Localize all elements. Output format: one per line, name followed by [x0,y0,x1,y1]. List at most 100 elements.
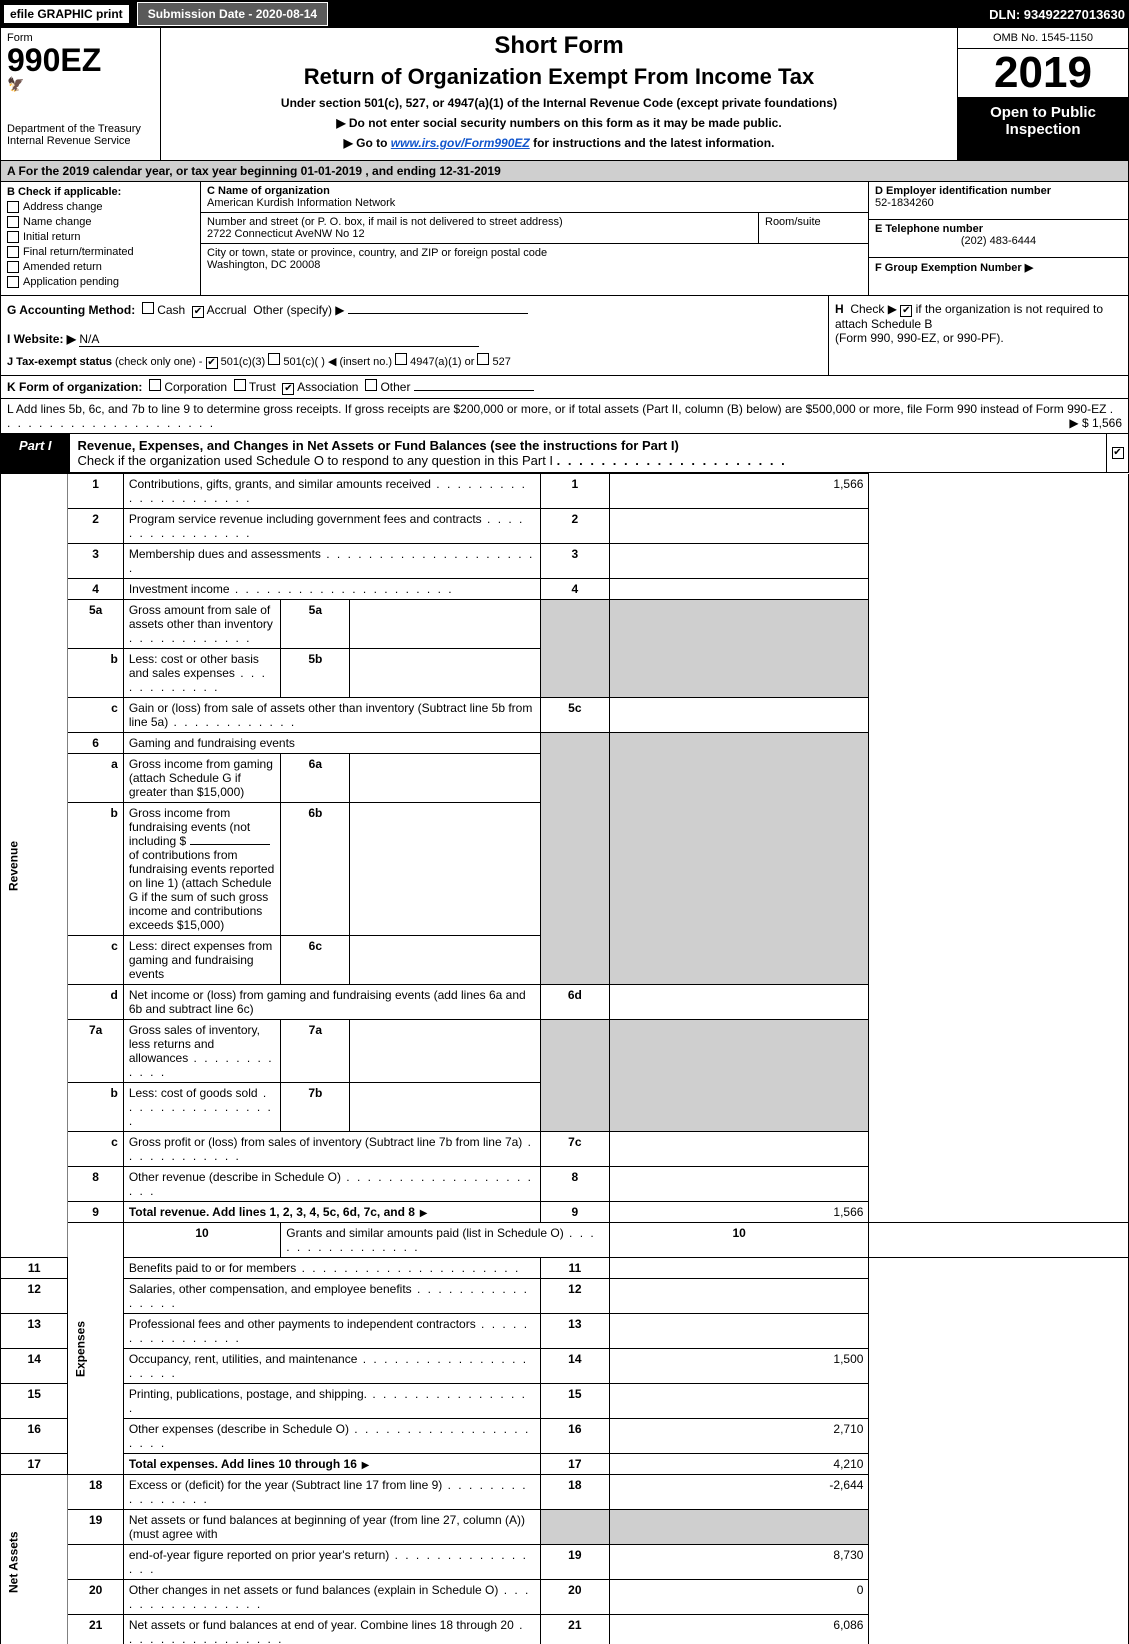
checkbox-name[interactable] [7,216,19,228]
checkbox-4947[interactable] [395,353,407,365]
efile-box[interactable]: efile GRAPHIC print [4,5,129,23]
l15-desc: Printing, publications, postage, and shi… [129,1387,367,1401]
l4-num: 4 [68,579,123,600]
header-mid: Short Form Return of Organization Exempt… [161,28,958,160]
part1-checktext: Check if the organization used Schedule … [78,453,554,468]
sub1: Under section 501(c), 527, or 4947(a)(1)… [167,96,951,110]
irs-label: Internal Revenue Service [7,135,154,147]
row-g: G Accounting Method: Cash Accrual Other … [7,302,822,318]
l2-val [609,509,869,544]
line-6: 6 Gaming and fundraising events [1,733,1129,754]
l6-desc: Gaming and fundraising events [123,733,540,754]
l20-num: 20 [68,1580,123,1615]
l13-val [609,1314,869,1349]
l7b-desc: Less: cost of goods sold [129,1086,258,1100]
part1-title: Revenue, Expenses, and Changes in Net As… [70,434,1106,472]
expenses-label: Expenses [68,1223,123,1475]
l8-val [609,1167,869,1202]
g-other: Other (specify) ▶ [253,303,344,317]
checkbox-corp[interactable] [149,379,161,391]
l7-shade2 [609,1020,869,1132]
checkbox-initial[interactable] [7,231,19,243]
line-16: 16 Other expenses (describe in Schedule … [1,1419,1129,1454]
l5a-sval [350,600,540,649]
l19-endnum: 19 [540,1545,609,1580]
h-text1: Check ▶ [850,302,897,316]
l19-shade1 [540,1510,609,1545]
l19-num: 19 [68,1510,123,1545]
l2-num: 2 [68,509,123,544]
l17-dots [357,1457,371,1471]
l5b-sval [350,649,540,698]
inspect2: Inspection [962,121,1124,138]
l6a-num: a [68,754,123,803]
checkbox-part1[interactable] [1112,447,1124,459]
l10-endnum: 10 [609,1223,869,1258]
line-17: 17 Total expenses. Add lines 10 through … [1,1454,1129,1475]
checkbox-pending[interactable] [7,276,19,288]
l6b-d2: of contributions from fundraising events… [129,848,274,932]
line-5c: c Gain or (loss) from sale of assets oth… [1,698,1129,733]
checkbox-trust[interactable] [234,379,246,391]
irs-link[interactable]: www.irs.gov/Form990EZ [391,136,530,150]
d-label: D Employer identification number [875,185,1122,197]
ghij-left: G Accounting Method: Cash Accrual Other … [1,296,828,375]
l16-endnum: 16 [540,1419,609,1454]
l13-endnum: 13 [540,1314,609,1349]
l6b-desc-cell: Gross income from fundraising events (no… [123,803,280,936]
l5b-num: b [68,649,123,698]
l21-num: 21 [68,1615,123,1644]
e-value: (202) 483-6444 [875,235,1122,247]
checkbox-501c[interactable] [268,353,280,365]
k-assoc: Association [297,380,358,394]
k-corp: Corporation [164,380,227,394]
line-8: 8 Other revenue (describe in Schedule O)… [1,1167,1129,1202]
l5a-sn: 5a [281,600,350,649]
checkbox-assoc[interactable] [282,383,294,395]
l2-desc: Program service revenue including govern… [129,512,482,526]
l19-d2: end-of-year figure reported on prior yea… [129,1548,389,1562]
checkbox-other[interactable] [365,379,377,391]
f-label: F Group Exemption Number ▶ [875,261,1122,274]
l11-endnum: 11 [540,1258,609,1279]
k-other-input[interactable] [414,390,534,391]
checkbox-addr[interactable] [7,201,19,213]
netassets-label: Net Assets [1,1475,68,1644]
l19b-num [68,1545,123,1580]
l-text: L Add lines 5b, 6c, and 7b to line 9 to … [7,402,1106,416]
city-value: Washington, DC 20008 [207,259,862,271]
l21-endnum: 21 [540,1615,609,1644]
line-12: 12 Salaries, other compensation, and emp… [1,1279,1129,1314]
l6b-input[interactable] [190,844,270,845]
lines-table: Revenue 1 Contributions, gifts, grants, … [0,473,1129,1644]
l6-num: 6 [68,733,123,754]
l6d-num: d [68,985,123,1020]
l7b-sval [350,1083,540,1132]
checkbox-501c3[interactable] [206,357,218,369]
g-accrual: Accrual [207,303,247,317]
l11-num: 11 [1,1258,68,1279]
l7-shade1 [540,1020,609,1132]
checkbox-accrual[interactable] [192,306,204,318]
g-other-input[interactable] [348,313,528,314]
l4-dots [230,582,454,596]
checkbox-amended[interactable] [7,261,19,273]
l4-desc: Investment income [129,582,230,596]
line-1: Revenue 1 Contributions, gifts, grants, … [1,474,1129,509]
box-f: F Group Exemption Number ▶ [869,258,1128,295]
l6d-desc: Net income or (loss) from gaming and fun… [123,985,540,1020]
checkbox-cash[interactable] [142,302,154,314]
row-h: H Check ▶ if the organization is not req… [828,296,1128,375]
l12-desc: Salaries, other compensation, and employ… [129,1282,412,1296]
checkbox-527[interactable] [477,353,489,365]
checkbox-h[interactable] [900,305,912,317]
line-20: 20 Other changes in net assets or fund b… [1,1580,1129,1615]
l5a-num: 5a [68,600,123,649]
l17-endnum: 17 [540,1454,609,1475]
tax-year: 2019 [958,49,1128,98]
e-label: E Telephone number [875,223,1122,235]
checkbox-final[interactable] [7,246,19,258]
l2-endnum: 2 [540,509,609,544]
row-j: J Tax-exempt status (check only one) - 5… [7,353,822,369]
l6b-sval [350,803,540,936]
